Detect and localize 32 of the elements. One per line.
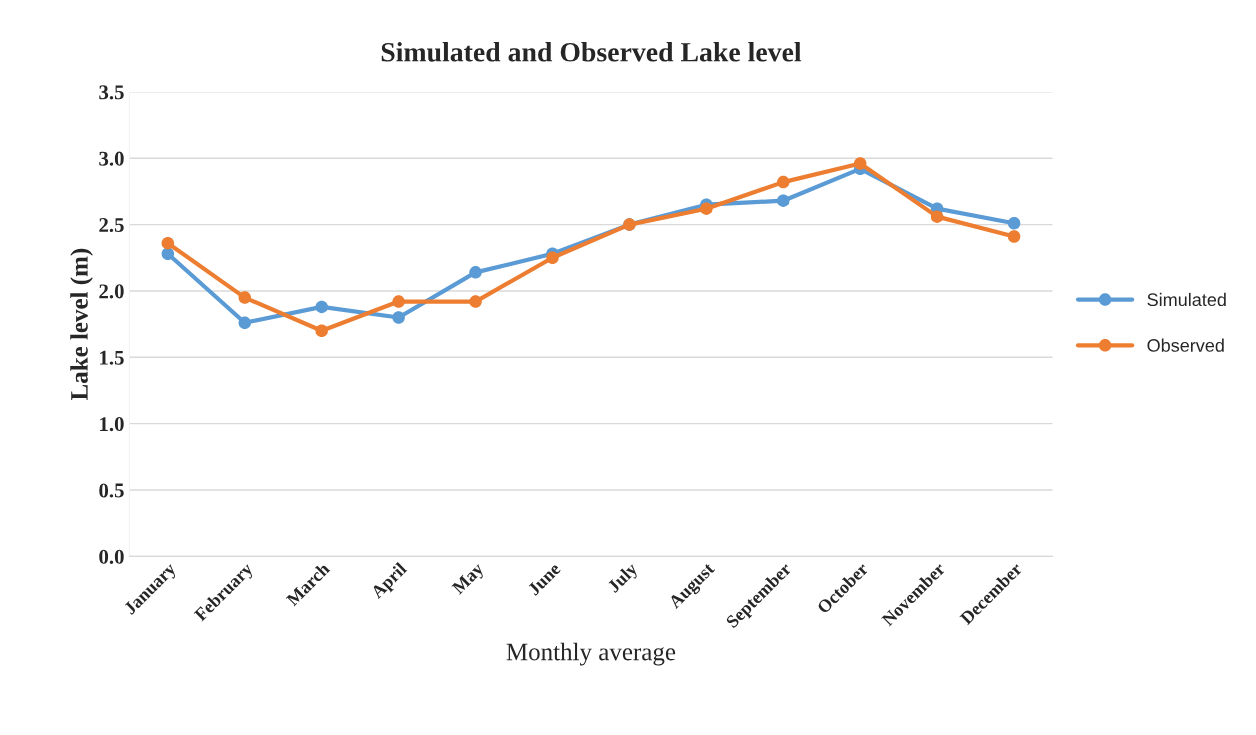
point [1007, 230, 1021, 243]
x-axis-title: Monthly average [506, 642, 676, 666]
point [161, 247, 175, 261]
point [777, 175, 790, 189]
legend-label: Observed [1147, 338, 1224, 352]
y-axis-title: Lake level (m) [70, 248, 93, 401]
point [546, 251, 559, 265]
point [1007, 217, 1021, 230]
point [315, 300, 328, 314]
point [238, 291, 252, 304]
y-tick-label: 1.0 [100, 417, 124, 432]
y-tick-label: 0.5 [99, 483, 124, 498]
point [469, 295, 482, 308]
y-tick-label: 2.0 [99, 284, 124, 299]
y-tick-label: 2.5 [99, 218, 124, 233]
y-tick-label: 0.0 [99, 549, 124, 564]
x-tick-label: July [606, 561, 641, 596]
point [315, 324, 328, 338]
point [161, 236, 175, 250]
point [469, 266, 482, 279]
legend-label: Simulated [1147, 292, 1226, 307]
point [392, 295, 405, 308]
point [777, 194, 790, 207]
point [238, 316, 252, 330]
point [930, 210, 944, 223]
y-tick-label: 3.5 [99, 85, 124, 100]
y-tick-label: 1.5 [100, 350, 124, 365]
point [700, 202, 713, 215]
point [392, 311, 405, 324]
chart-title: Simulated and Observed Lake level [381, 42, 802, 62]
point [853, 157, 867, 170]
y-tick-label: 3.0 [99, 151, 124, 166]
